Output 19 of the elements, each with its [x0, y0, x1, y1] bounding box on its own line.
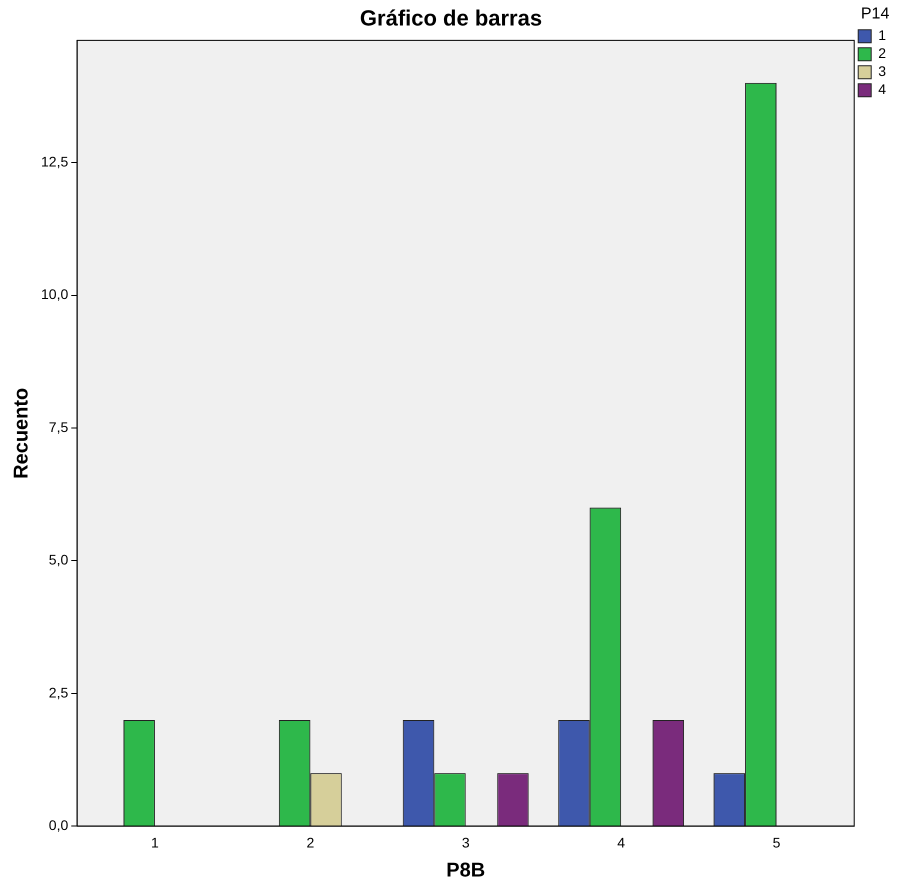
legend-label: 2 — [878, 45, 886, 62]
y-tick-label: 5,0 — [48, 552, 68, 568]
x-tick-label: 2 — [306, 834, 314, 850]
y-tick-label: 2,5 — [48, 684, 68, 700]
y-tick-label: 0,0 — [48, 817, 68, 834]
legend-label: 4 — [878, 81, 886, 98]
y-axis-title: Recuento — [10, 388, 33, 479]
x-axis-title: P8B — [446, 860, 486, 882]
x-tick-label: 3 — [462, 834, 470, 850]
legend-title: P14 — [860, 5, 890, 22]
x-tick-label: 1 — [151, 834, 160, 850]
x-tick-label: 5 — [772, 834, 781, 850]
y-tick-label: 7,5 — [48, 418, 68, 435]
y-tick-label: 12,5 — [41, 153, 68, 170]
legend-label: 3 — [878, 63, 886, 80]
chart-title: Gráfico de barras — [360, 5, 542, 30]
legend-label: 1 — [878, 27, 886, 44]
y-tick-label: 10,0 — [41, 286, 68, 302]
x-tick-label: 4 — [617, 834, 626, 850]
